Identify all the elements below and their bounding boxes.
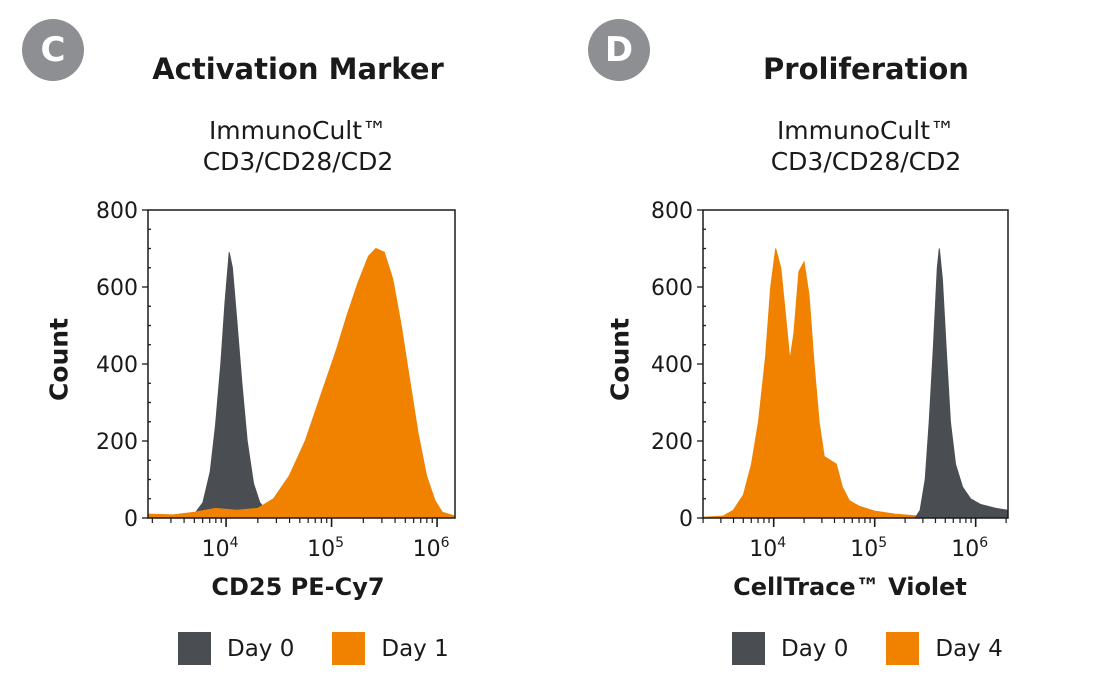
legend-swatch-day-4	[886, 632, 920, 665]
legend-swatch-day-1	[332, 632, 366, 665]
chart-title-proliferation: Proliferation	[763, 52, 969, 86]
legend-label: Day 1	[381, 635, 449, 662]
chart-subtitle-line-2: CD3/CD28/CD2	[770, 147, 962, 176]
y-tick-label: 0	[124, 507, 138, 532]
chart-panel-c: 0 200 400 600 800 104 105 106	[96, 199, 456, 562]
y-tick-label: 600	[651, 276, 693, 301]
x-tick-label: 105	[307, 535, 344, 562]
legend-label: Day 0	[781, 635, 849, 662]
legend-swatch-day-0	[732, 632, 765, 665]
chart-title-activation-marker: Activation Marker	[152, 52, 444, 86]
y-tick-label: 400	[96, 353, 138, 378]
panel-badge-letter: D	[604, 30, 634, 70]
legend: Day 0 Day 4	[732, 632, 1041, 665]
y-tick-label: 200	[651, 430, 693, 455]
y-tick-label: 800	[96, 199, 138, 224]
y-tick-label: 400	[651, 353, 693, 378]
legend-entry-day-1: Day 1	[332, 632, 449, 665]
x-tick-label: 106	[951, 535, 988, 562]
y-tick-label: 200	[96, 430, 138, 455]
x-axis-label: CellTrace™ Violet	[733, 573, 967, 601]
panel-badge-d: D	[588, 19, 650, 81]
y-tick-label: 0	[679, 507, 693, 532]
y-tick-label: 600	[96, 276, 138, 301]
x-tick-label: 104	[749, 535, 786, 562]
legend-label: Day 4	[935, 635, 1003, 662]
legend-label: Day 0	[227, 635, 295, 662]
panel-badge-c: C	[22, 19, 84, 81]
legend-entry-day-0: Day 0	[732, 632, 848, 665]
chart-subtitle-line-1: ImmunoCult™	[776, 116, 956, 145]
panel-badge-letter: C	[40, 30, 66, 70]
x-tick-label: 105	[850, 535, 887, 562]
histogram-series-day-1	[147, 247, 456, 519]
legend-entry-day-4: Day 4	[886, 632, 1003, 665]
x-tick-label: 104	[202, 535, 239, 562]
y-tick-label: 800	[651, 199, 693, 224]
legend-swatch-day-0	[178, 632, 211, 665]
legend-entry-day-0: Day 0	[178, 632, 294, 665]
x-axis-label: CD25 PE-Cy7	[211, 573, 385, 601]
chart-subtitle-line-1: ImmunoCult™	[208, 116, 388, 145]
histogram-series-day-4	[702, 248, 1009, 519]
histogram-series-day-0	[914, 248, 1009, 519]
legend: Day 0 Day 1	[178, 632, 487, 665]
chart-subtitle-line-2: CD3/CD28/CD2	[202, 147, 394, 176]
plot-frame	[702, 209, 1009, 519]
chart-panel-d: 0 200 400 600 800 104 105 106	[651, 199, 1009, 562]
x-tick-label: 106	[413, 535, 450, 562]
